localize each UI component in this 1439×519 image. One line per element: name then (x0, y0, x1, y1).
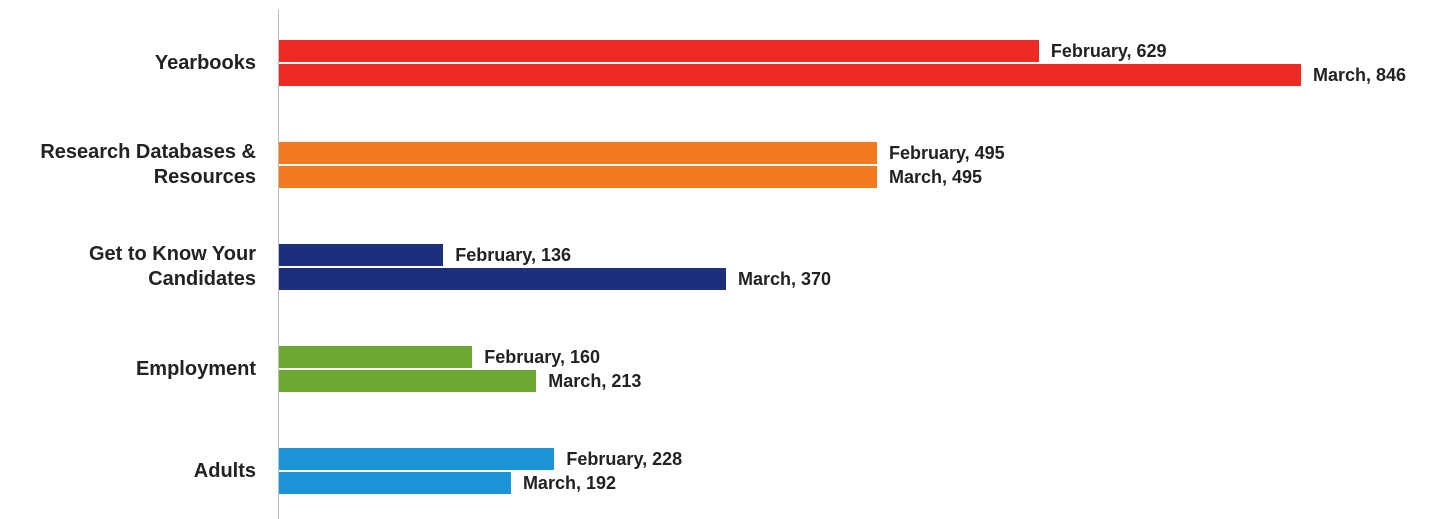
category-label: Adults (193, 459, 256, 482)
data-label: February, 228 (566, 449, 683, 469)
category-label: Employment (135, 357, 256, 380)
bar (279, 64, 1301, 86)
bar (279, 370, 537, 392)
category-label: Yearbooks (154, 51, 256, 74)
data-label: February, 136 (455, 245, 572, 265)
bar (279, 142, 877, 164)
category-label: Get to Know Your Candidates (88, 243, 256, 290)
bar (279, 40, 1039, 62)
bar (279, 472, 511, 494)
data-label: March, 370 (737, 269, 832, 289)
bar (279, 166, 877, 188)
data-label: February, 629 (1050, 41, 1167, 61)
bar (279, 244, 444, 266)
data-label: February, 495 (888, 143, 1005, 163)
bar (279, 268, 726, 290)
category-label: Research Databases & Resources (40, 141, 256, 188)
bar (279, 448, 555, 470)
data-label: March, 495 (888, 167, 983, 187)
data-label: February, 160 (484, 347, 601, 367)
bar (279, 346, 473, 368)
data-label: March, 846 (1313, 65, 1407, 85)
axis-line (278, 10, 279, 519)
data-label: March, 192 (522, 473, 616, 493)
data-label: March, 213 (548, 371, 642, 391)
